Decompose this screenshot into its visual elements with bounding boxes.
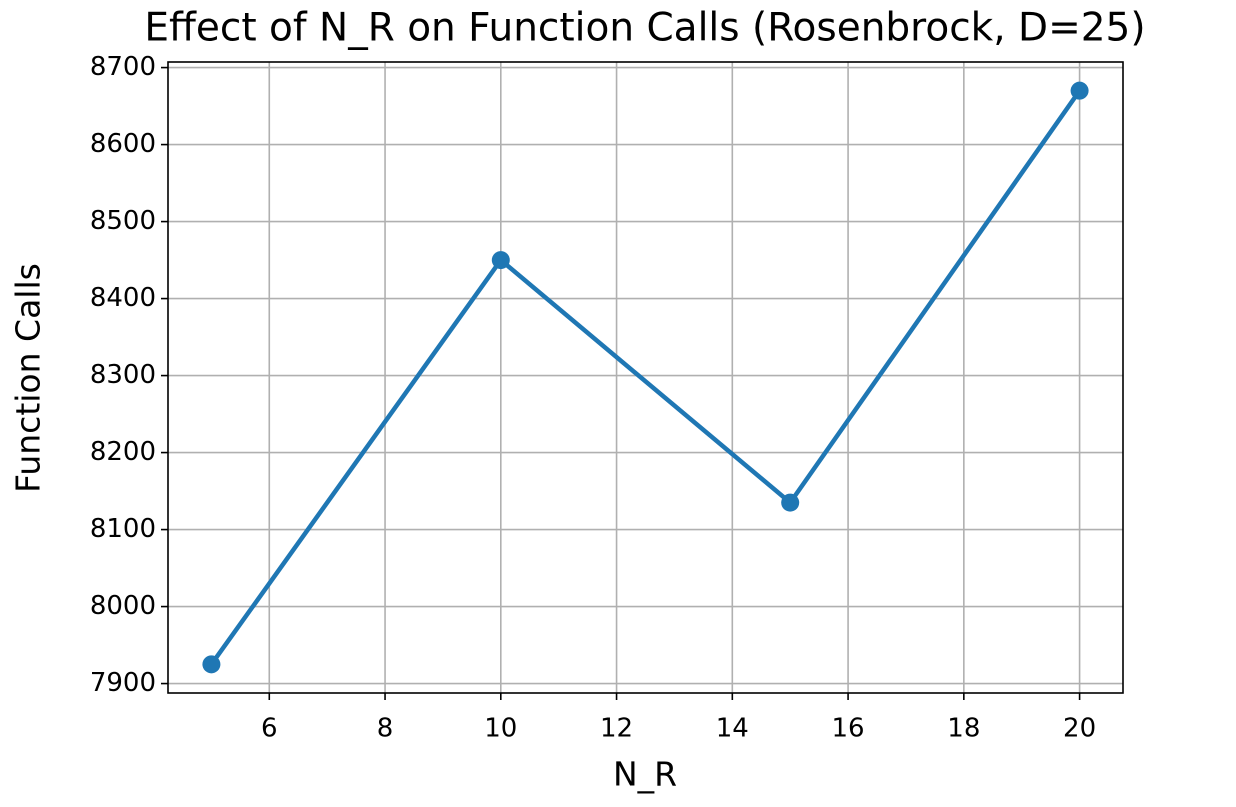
x-axis-label: N_R [613, 755, 677, 794]
plot-frame [167, 61, 1124, 694]
x-tick-label: 12 [600, 714, 633, 744]
x-tick-label: 20 [1063, 714, 1096, 744]
line [209, 89, 1082, 666]
marker [781, 493, 800, 512]
y-tick-label: 8400 [90, 283, 156, 313]
x-tick-label: 8 [377, 714, 394, 744]
marker [1070, 81, 1089, 100]
y-tick-label: 8300 [90, 360, 156, 390]
x-tick-label: 10 [484, 714, 517, 744]
chart-title: Effect of N_R on Function Calls (Rosenbr… [144, 6, 1145, 51]
y-tick-label: 8100 [90, 514, 156, 544]
x-tick-label: 6 [261, 714, 278, 744]
y-axis-label: Function Calls [9, 263, 48, 493]
y-tick-label: 7900 [90, 668, 156, 698]
marker [491, 251, 510, 270]
y-tick-label: 8200 [90, 437, 156, 467]
x-tick-label: 18 [947, 714, 980, 744]
y-tick-label: 8500 [90, 206, 156, 236]
x-tick-label: 14 [716, 714, 749, 744]
y-tick-label: 8700 [90, 52, 156, 82]
y-tick-label: 8000 [90, 591, 156, 621]
marker [202, 655, 221, 674]
x-tick-label: 16 [832, 714, 865, 744]
y-tick-label: 8600 [90, 129, 156, 159]
